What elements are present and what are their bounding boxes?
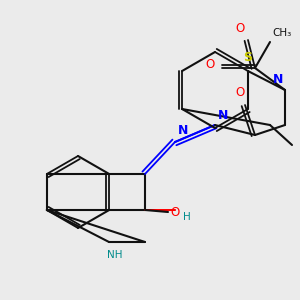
- Text: N: N: [178, 124, 188, 137]
- Text: CH₃: CH₃: [272, 28, 291, 38]
- Text: O: O: [236, 86, 244, 99]
- Text: NH: NH: [107, 250, 123, 260]
- Text: S: S: [243, 51, 252, 64]
- Text: N: N: [218, 109, 228, 122]
- Text: O: O: [206, 58, 215, 70]
- Text: O: O: [236, 22, 244, 35]
- Text: O: O: [170, 206, 179, 218]
- Text: H: H: [183, 212, 191, 222]
- Text: N: N: [273, 73, 283, 86]
